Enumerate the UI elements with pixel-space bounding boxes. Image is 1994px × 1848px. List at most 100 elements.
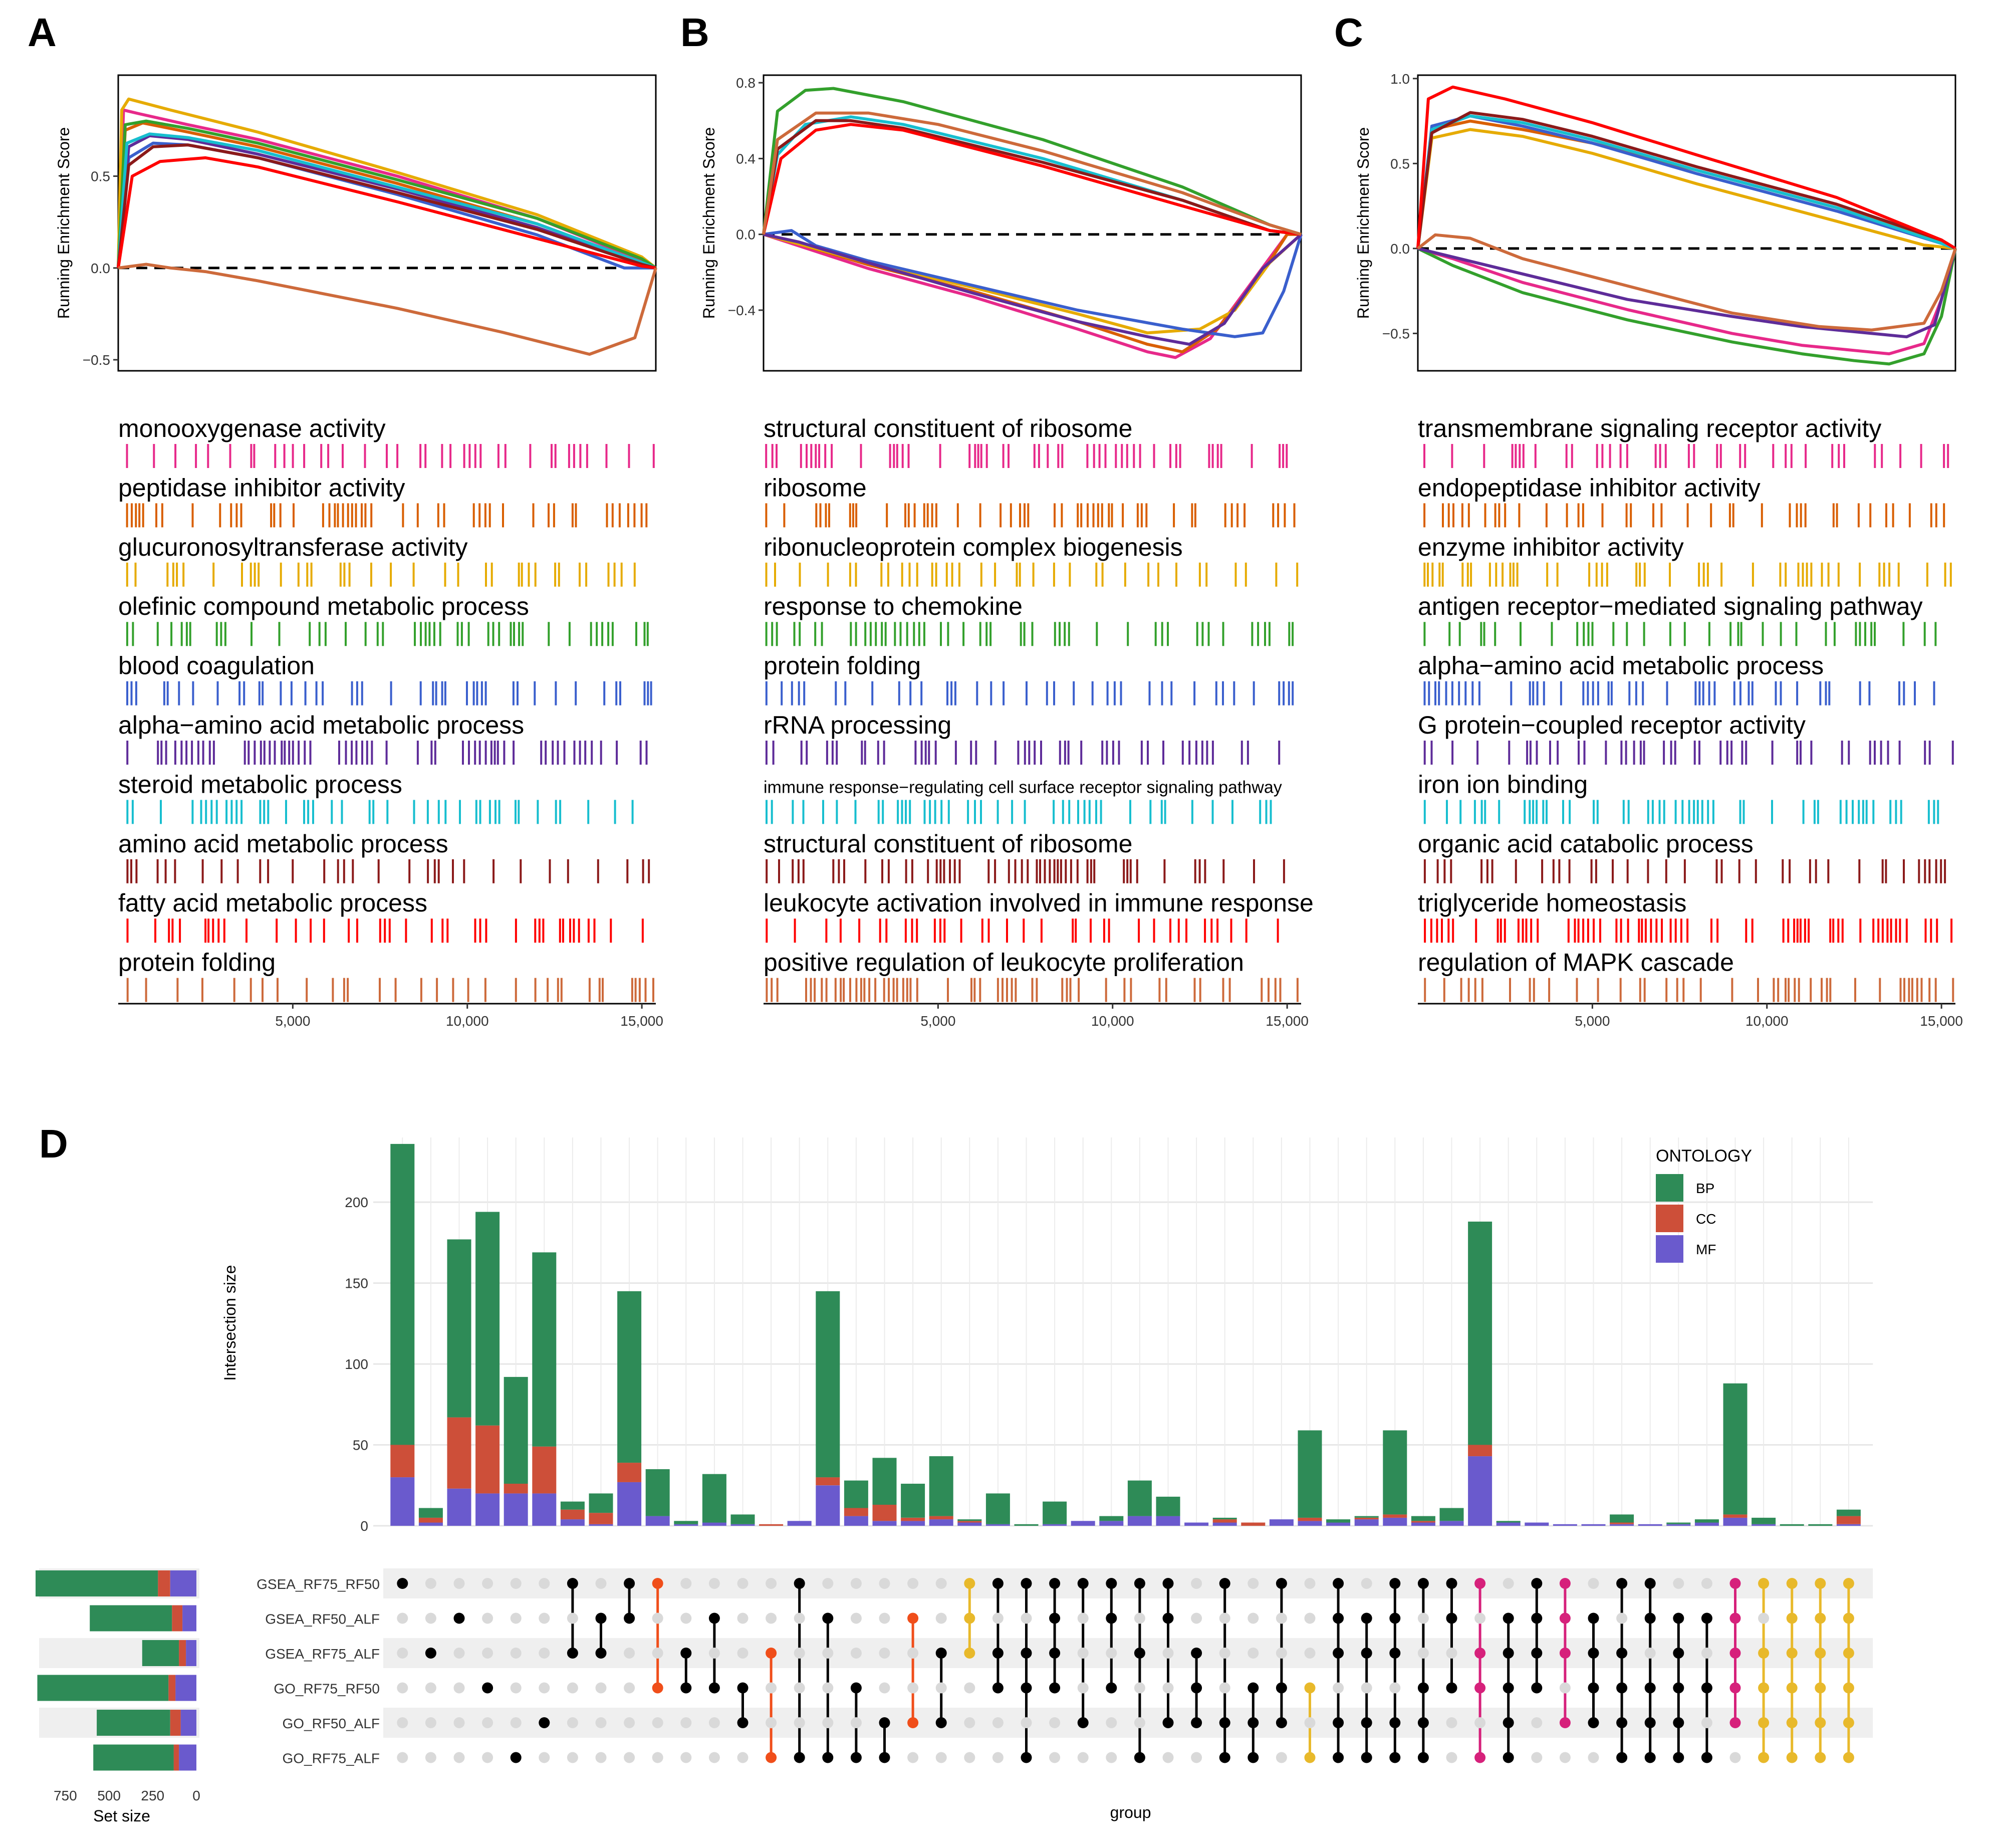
matrix-dot-active [992,1648,1004,1659]
matrix-dot-active [1503,1648,1514,1659]
matrix-dot [482,1578,493,1589]
barcode-strip [1423,741,1954,765]
plot-frame [1417,74,1956,372]
matrix-dot-active [1248,1682,1259,1694]
intersection-bar-bp [844,1480,868,1508]
matrix-dot [652,1648,663,1659]
matrix-dot [1673,1578,1684,1589]
matrix-dot-active [1531,1578,1543,1589]
set-size-bar-mf [179,1744,196,1771]
setsize-tick: 500 [97,1788,121,1803]
matrix-dot [624,1752,635,1763]
intersection-bar-mf [1666,1524,1691,1526]
intersection-y-tick: 150 [345,1276,368,1291]
matrix-dot-active [1644,1612,1656,1624]
matrix-dot [737,1612,749,1624]
x-tick-label: 15,000 [1266,1013,1309,1029]
term-label: positive regulation of leukocyte prolife… [764,949,1244,977]
matrix-dot-active [1815,1682,1826,1694]
matrix-dot [567,1682,578,1694]
intersection-bar-mf [844,1516,868,1526]
x-tick-label: 5,000 [920,1013,955,1029]
matrix-dot-active [1049,1612,1061,1624]
matrix-dot-active [964,1648,975,1659]
matrix-dot [1446,1752,1457,1763]
set-size-bar-cc [158,1570,170,1596]
intersection-bar-bp [1752,1517,1776,1524]
intersection-bar-mf [1694,1522,1719,1526]
enrichment-line [762,87,1302,236]
matrix-dot-active [1276,1717,1287,1728]
x-tick-label: 15,000 [620,1013,663,1029]
matrix-dot [1276,1752,1287,1763]
matrix-dot-active [1219,1752,1230,1763]
setsize-tick: 750 [54,1788,77,1803]
term-label: blood coagulation [118,652,315,680]
matrix-dot-active [1474,1752,1486,1763]
intersection-bar-cc [1383,1514,1407,1518]
term-label: steroid metabolic process [118,770,402,798]
matrix-dot-active [1361,1612,1372,1624]
intersection-y-tick: 100 [345,1356,368,1372]
matrix-dot [1701,1648,1712,1659]
enrichment-line [1416,128,1956,250]
intersection-bar-mf [1043,1524,1067,1526]
matrix-dot-active [1815,1612,1826,1624]
matrix-dot-active [1333,1612,1344,1624]
matrix-dot [907,1682,919,1694]
intersection-bar-cc [390,1445,415,1478]
intersection-bar-bp [1666,1522,1691,1524]
intersection-bar-cc [1468,1445,1492,1457]
matrix-dot [567,1752,578,1763]
matrix-dot-active [1815,1578,1826,1589]
matrix-dot [907,1648,919,1659]
intersection-bar-bp [1127,1480,1152,1516]
matrix-dot-active [1446,1612,1457,1624]
matrix-dot-active [1729,1682,1741,1694]
barcode-strip [126,918,644,943]
matrix-dot-active [1333,1648,1344,1659]
matrix-dot-active [879,1752,890,1763]
set-size-bar-mf [186,1640,196,1666]
matrix-dot-active [1333,1752,1344,1763]
term-label: iron ion binding [1418,770,1588,798]
intersection-bar-mf [1723,1517,1748,1526]
matrix-dot [794,1648,805,1659]
intersection-bar-bp [1099,1516,1124,1521]
y-tick-label: 0.5 [91,169,110,184]
set-size-bar-cc [179,1640,186,1666]
matrix-dot-active [1446,1682,1457,1694]
set-label: GSEA_RF75_ALF [265,1646,380,1662]
intersection-bar-mf [730,1524,755,1526]
matrix-dot [1446,1648,1457,1659]
matrix-dot [850,1648,862,1659]
enrichment-line [762,111,1302,236]
matrix-dot [567,1717,578,1728]
matrix-dot-active [1758,1682,1770,1694]
matrix-dot [822,1682,834,1694]
matrix-dot-active [1191,1648,1202,1659]
matrix-dot [964,1682,975,1694]
matrix-dot-active [1758,1752,1770,1763]
matrix-dot [595,1578,607,1589]
matrix-dot [539,1578,550,1589]
matrix-dot [539,1612,550,1624]
barcode-strip [765,503,1296,528]
intersection-bar-cc [1354,1517,1379,1520]
matrix-dot [482,1648,493,1659]
enrichment-line [118,263,657,356]
set-label: GSEA_RF75_RF50 [257,1576,380,1592]
matrix-dot-active [652,1578,663,1589]
intersection-bar-mf [1099,1521,1124,1526]
matrix-dot [850,1612,862,1624]
intersection-bar-bp [1468,1221,1492,1445]
barcode-strip [766,978,1299,1002]
enrichment-line [117,132,657,270]
intersection-bar-bp [1808,1524,1833,1526]
matrix-dot-active [1474,1578,1486,1589]
matrix-dot [1333,1682,1344,1694]
intersection-bar-mf [816,1485,840,1526]
matrix-dot [1474,1612,1486,1624]
matrix-dot-active [1559,1612,1571,1624]
gsea-panel-a: 0.5 0.0 −0.5 Running Enrichment Score monoox… [55,74,663,1029]
